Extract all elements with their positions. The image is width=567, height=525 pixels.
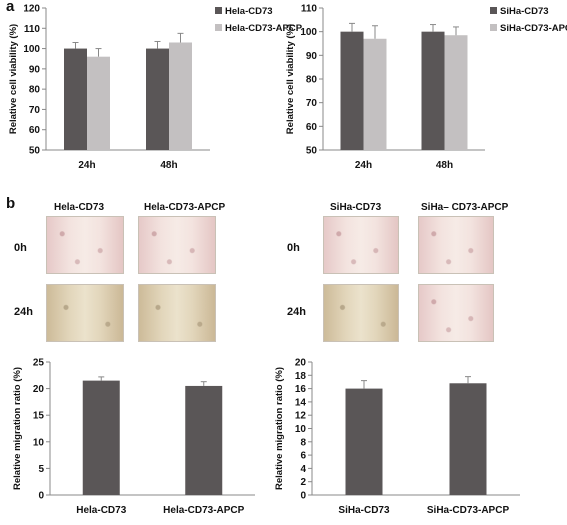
y-tick-label: 60 [306,122,318,133]
legend-label: Hela-CD73 [225,6,273,17]
bar [340,31,364,151]
y-tick-label: 80 [29,85,41,96]
y-tick-label: 100 [23,44,40,55]
micrograph-siha-cd73-24h [323,284,399,342]
bar [444,35,468,150]
y-tick-label: 90 [306,51,318,62]
micrograph-hela-cd73-apcp-0h [138,216,216,274]
y-tick-label: 120 [23,4,40,15]
x-tick-label: 24h [355,160,372,171]
bar [421,31,445,151]
x-tick-label: 24h [78,160,95,171]
legend-label: SiHa-CD73-APCP [500,23,567,34]
bar [363,38,387,151]
panel-label-a: a [6,0,15,15]
row-label-24h-right: 24h [287,306,306,318]
legend-swatch [215,7,222,14]
bar [146,48,169,151]
bar [345,388,383,495]
y-tick-label: 50 [29,146,41,157]
y-tick-label: 90 [29,64,41,75]
y-tick-label: 70 [306,98,318,109]
y-tick-label: 70 [29,105,41,116]
y-tick-label: 20 [33,384,45,395]
y-tick-label: 10 [33,437,45,448]
x-tick-label: 48h [160,160,177,171]
image-header-siha-cd73: SiHa-CD73 [330,202,382,213]
image-header-hela-cd73: Hela-CD73 [54,202,105,213]
panel-label-b: b [6,195,16,212]
y-tick-label: 5 [38,464,44,475]
y-tick-label: 0 [300,491,306,502]
y-tick-label: 80 [306,75,318,86]
micrograph-siha-cd73-apcp-24h [418,284,494,342]
row-label-0h-right: 0h [287,242,300,254]
y-tick-label: 60 [29,125,41,136]
micrograph-hela-cd73-apcp-24h [138,284,216,342]
y-tick-label: 20 [295,358,307,369]
y-tick-label: 16 [295,384,307,395]
y-tick-label: 4 [300,464,306,475]
y-tick-label: 100 [300,27,317,38]
x-tick-label: 48h [436,160,453,171]
micrograph-hela-cd73-24h [46,284,124,342]
micrograph-hela-cd73-0h [46,216,124,274]
legend-swatch [490,7,497,14]
legend-swatch [215,24,222,31]
legend-label: Hela-CD73-APCP [225,23,303,34]
image-header-siha-cd73-apcp: SiHa– CD73-APCP [421,202,509,213]
y-axis-label: Relative migration ratio (%) [274,367,285,490]
x-tick-label: SiHa-CD73 [338,505,390,516]
y-tick-label: 110 [24,24,41,35]
y-tick-label: 15 [33,411,45,422]
y-axis-label: Relative migration ratio (%) [12,367,23,490]
y-tick-label: 110 [301,4,318,15]
bar [449,383,487,495]
bar [64,48,87,151]
y-tick-label: 50 [306,146,318,157]
bar [87,56,110,150]
bar [82,380,120,495]
y-tick-label: 0 [38,491,44,502]
y-tick-label: 10 [295,424,307,435]
x-tick-label: Hela-CD73-APCP [163,505,244,516]
bar [169,42,192,150]
row-label-0h-left: 0h [14,242,27,254]
y-tick-label: 12 [295,411,307,422]
y-tick-label: 25 [33,358,45,369]
y-tick-label: 2 [300,477,306,488]
y-tick-label: 6 [300,451,306,462]
image-header-hela-cd73-apcp: Hela-CD73-APCP [144,202,226,213]
micrograph-siha-cd73-apcp-0h [418,216,494,274]
micrograph-siha-cd73-0h [323,216,399,274]
y-axis-label: Relative cell viability (%) [285,24,296,134]
x-tick-label: SiHa-CD73-APCP [427,505,510,516]
legend-swatch [490,24,497,31]
row-label-24h-left: 24h [14,306,33,318]
y-axis-label: Relative cell viability (%) [8,24,19,134]
x-tick-label: Hela-CD73 [76,505,126,516]
y-tick-label: 18 [295,371,307,382]
bar [185,385,223,495]
legend-label: SiHa-CD73 [500,6,549,17]
y-tick-label: 14 [295,397,307,408]
y-tick-label: 8 [300,437,306,448]
